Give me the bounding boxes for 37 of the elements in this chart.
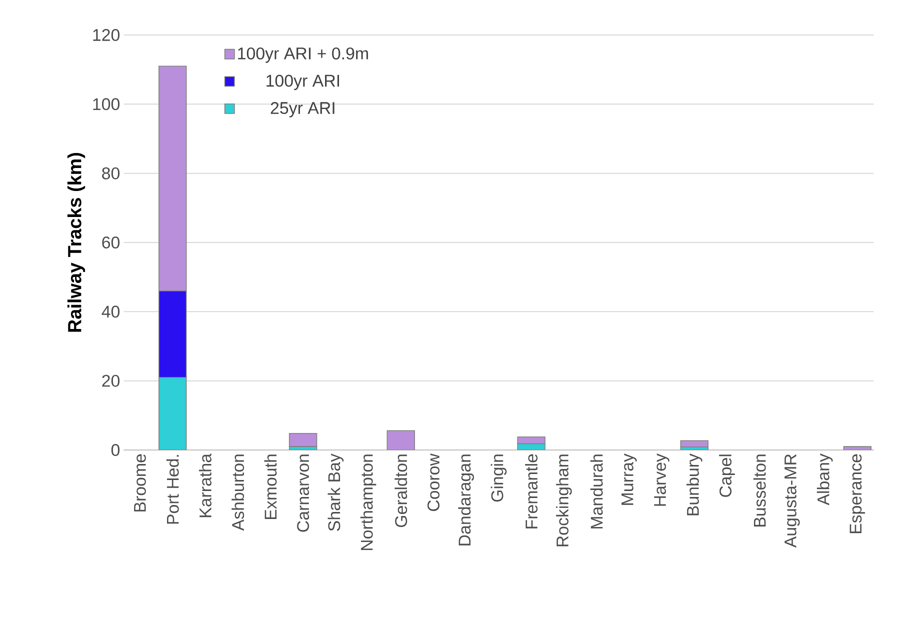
- x-tick-label: Rockingham: [556, 454, 572, 546]
- x-tick-label: Fremantle: [525, 454, 538, 528]
- x-tick-label: Gingin: [490, 454, 507, 502]
- y-tick-label: 60: [102, 236, 120, 248]
- x-tick-label: Murray: [622, 454, 637, 505]
- x-tick-label: Broome: [134, 454, 146, 512]
- y-axis-title: Railway Tracks (km): [67, 152, 86, 332]
- x-tick-label: Coorow: [427, 453, 440, 512]
- x-tick-label: Harvey: [654, 454, 670, 506]
- x-tick-label: Busselton: [753, 454, 766, 527]
- x-tick-label: Albany: [816, 454, 833, 506]
- x-tick-label: Port Hed.: [166, 455, 179, 524]
- y-tick-label: 80: [102, 167, 120, 180]
- x-tick-label: Karratha: [199, 454, 212, 518]
- bar: [386, 430, 415, 450]
- y-tick-label: 100: [93, 98, 120, 110]
- x-tick-label: Augusta-MR: [784, 454, 800, 548]
- bar: [158, 66, 187, 292]
- x-tick-label: Ashburton: [232, 454, 244, 531]
- y-tick-label: 120: [93, 28, 120, 41]
- legend-label: 100yr ARI + 0.9m: [238, 47, 368, 63]
- x-tick-label: Capel: [719, 454, 735, 497]
- x-tick-label: Northampton: [360, 454, 376, 550]
- y-tick-label: 0: [111, 444, 120, 456]
- x-tick-label: Bunbury: [686, 454, 702, 516]
- legend-label: 25yr ARI: [270, 102, 334, 118]
- y-tick-label: 20: [102, 374, 120, 387]
- x-tick-label: Geraldton: [394, 454, 408, 528]
- legend-label: 100yr ARI: [266, 74, 340, 90]
- x-tick-label: Esperance: [850, 454, 865, 534]
- x-tick-label: Mandurah: [590, 454, 603, 528]
- bar: [158, 376, 187, 450]
- x-tick-label: Carnarvon: [297, 454, 310, 532]
- x-tick-label: Exmouth: [264, 454, 277, 519]
- x-tick-label: Shark Bay: [328, 454, 344, 531]
- y-tick-label: 40: [102, 306, 120, 318]
- x-tick-label: Dandaragan: [458, 454, 474, 546]
